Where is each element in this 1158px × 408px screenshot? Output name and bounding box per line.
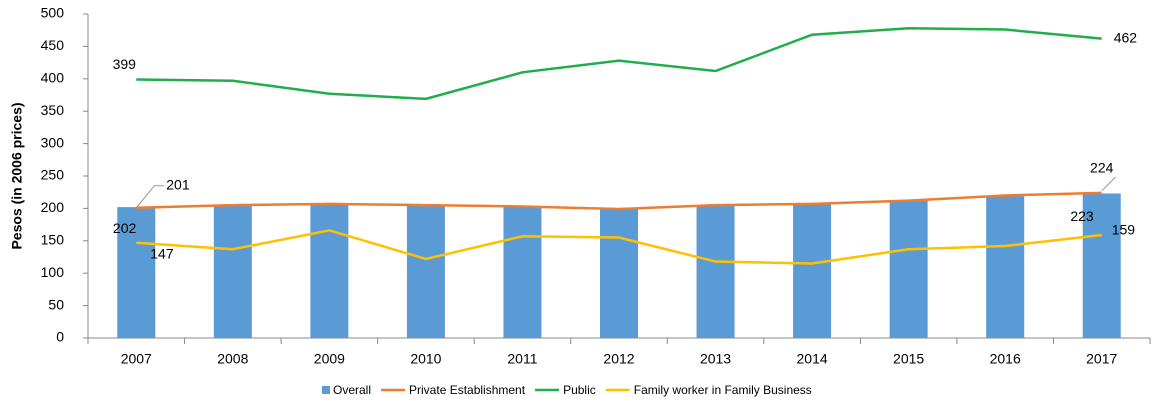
legend-item: Family worker in Family Business <box>605 383 812 397</box>
legend-item: Private Establishment <box>381 383 526 397</box>
x-tick-label: 2017 <box>1086 351 1117 367</box>
y-tick-label: 300 <box>41 134 65 150</box>
y-tick-label: 500 <box>41 5 65 21</box>
bar <box>889 200 928 338</box>
x-tick-label: 2013 <box>700 351 731 367</box>
y-tick-label: 200 <box>41 199 65 215</box>
bar <box>986 196 1025 338</box>
data-label: 202 <box>113 220 137 236</box>
y-tick-label: 250 <box>41 167 65 183</box>
bar <box>600 208 638 338</box>
y-tick-label: 450 <box>41 37 65 53</box>
legend-item: Overall <box>322 383 371 397</box>
data-label: 223 <box>1070 208 1094 224</box>
y-tick-label: 150 <box>41 232 65 248</box>
y-tick-label: 0 <box>56 329 64 345</box>
bar <box>117 207 156 338</box>
bar <box>696 205 735 338</box>
line-series <box>136 229 1102 265</box>
x-tick-label: 2015 <box>893 351 924 367</box>
legend-label: Family worker in Family Business <box>634 383 812 397</box>
line-series <box>136 191 1102 211</box>
legend-label: Overall <box>333 383 371 397</box>
y-tick-label: 50 <box>48 296 64 312</box>
y-axis-label: Pesos (in 2006 prices) <box>9 102 25 249</box>
legend-label: Private Establishment <box>409 383 526 397</box>
data-label: 159 <box>1112 222 1136 238</box>
x-tick-label: 2011 <box>507 351 537 367</box>
data-label: 462 <box>1114 29 1138 45</box>
x-tick-label: 2009 <box>314 351 345 367</box>
bar <box>503 206 542 338</box>
x-tick-label: 2016 <box>990 351 1021 367</box>
line-series <box>136 27 1102 101</box>
leader-line <box>1101 176 1117 192</box>
x-tick-label: 2010 <box>410 351 441 367</box>
bar <box>1082 193 1121 338</box>
data-label: 147 <box>150 245 174 261</box>
bar <box>213 205 252 338</box>
leader-line <box>135 185 165 209</box>
data-label: 399 <box>113 56 137 72</box>
legend-swatch <box>322 386 330 394</box>
bar <box>310 203 349 338</box>
data-label: 201 <box>166 176 190 192</box>
x-tick-label: 2012 <box>603 351 634 367</box>
x-tick-label: 2014 <box>797 351 828 367</box>
data-label: 224 <box>1090 160 1114 176</box>
y-tick-label: 100 <box>41 264 65 280</box>
bar <box>406 205 445 338</box>
y-tick-label: 400 <box>41 70 65 86</box>
y-tick-label: 350 <box>41 102 65 118</box>
legend: Overall Private Establishment Public Family… <box>322 383 812 397</box>
legend-item: Public <box>535 383 596 397</box>
x-tick-label: 2008 <box>217 351 248 367</box>
bar <box>793 203 832 338</box>
x-tick-label: 2007 <box>121 351 152 367</box>
legend-label: Public <box>563 383 596 397</box>
